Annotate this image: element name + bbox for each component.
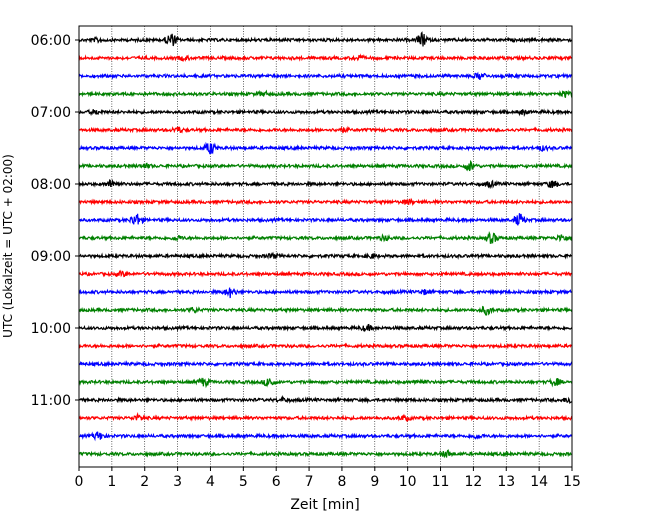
x-tick-label: 11 [432, 474, 450, 490]
seismogram-trace [78, 31, 573, 47]
y-tick-label: 06:00 [31, 33, 71, 49]
seismogram-trace [78, 377, 573, 389]
seismogram-trace [78, 108, 573, 118]
x-axis-ticks: 0 1 2 3 4 5 6 7 8 9 10 11 12 13 14 15 [75, 467, 581, 490]
x-tick-label: 0 [75, 474, 84, 490]
seismogram-trace [78, 197, 573, 207]
x-tick-label: 15 [563, 474, 581, 490]
x-tick-label: 4 [206, 474, 215, 490]
x-tick-label: 7 [305, 474, 314, 490]
x-tick-label: 9 [370, 474, 379, 490]
seismogram-trace [78, 269, 572, 278]
y-axis-ticks: 06:00 07:00 08:00 09:00 10:00 11:00 [31, 33, 79, 409]
seismogram-trace [78, 213, 573, 226]
y-tick-label: 07:00 [31, 105, 71, 121]
seismogram-trace [78, 431, 573, 442]
x-tick-label: 6 [272, 474, 281, 490]
seismogram-trace [78, 449, 573, 459]
y-tick-label: 09:00 [31, 249, 71, 265]
x-tick-label: 5 [239, 474, 248, 490]
seismogram-trace [78, 89, 573, 98]
seismogram-trace [78, 141, 573, 155]
seismogram-trace [78, 53, 573, 62]
seismogram-trace [78, 179, 573, 190]
seismogram-trace [78, 394, 573, 405]
seismogram-trace [78, 323, 573, 333]
seismogram-trace [78, 287, 573, 299]
x-tick-label: 12 [464, 474, 482, 490]
seismogram-trace [78, 159, 573, 172]
x-tick-label: 1 [107, 474, 116, 490]
seismogram-trace [78, 305, 573, 316]
seismogram-trace [78, 360, 573, 368]
y-axis-label: UTC (Lokalzeit = UTC + 02:00) [1, 154, 15, 338]
seismogram-trace [78, 71, 573, 81]
plot-background [79, 26, 572, 467]
x-axis-label: Zeit [min] [290, 497, 359, 513]
seismogram-trace [78, 412, 573, 423]
y-tick-label: 11:00 [31, 393, 71, 409]
x-tick-label: 8 [337, 474, 346, 490]
x-tick-label: 13 [497, 474, 515, 490]
x-tick-label: 2 [140, 474, 149, 490]
y-tick-label: 10:00 [31, 321, 71, 337]
seismogram-trace [78, 342, 573, 350]
seismogram-trace [78, 230, 573, 244]
y-tick-label: 08:00 [31, 177, 71, 193]
plot-frame [78, 25, 573, 468]
seismogram-trace [78, 125, 573, 134]
seismogram-trace [78, 251, 573, 261]
x-tick-label: 3 [173, 474, 182, 490]
x-tick-label: 14 [530, 474, 548, 490]
traces [78, 31, 573, 459]
x-tick-label: 10 [399, 474, 417, 490]
x-gridlines [111, 26, 540, 467]
